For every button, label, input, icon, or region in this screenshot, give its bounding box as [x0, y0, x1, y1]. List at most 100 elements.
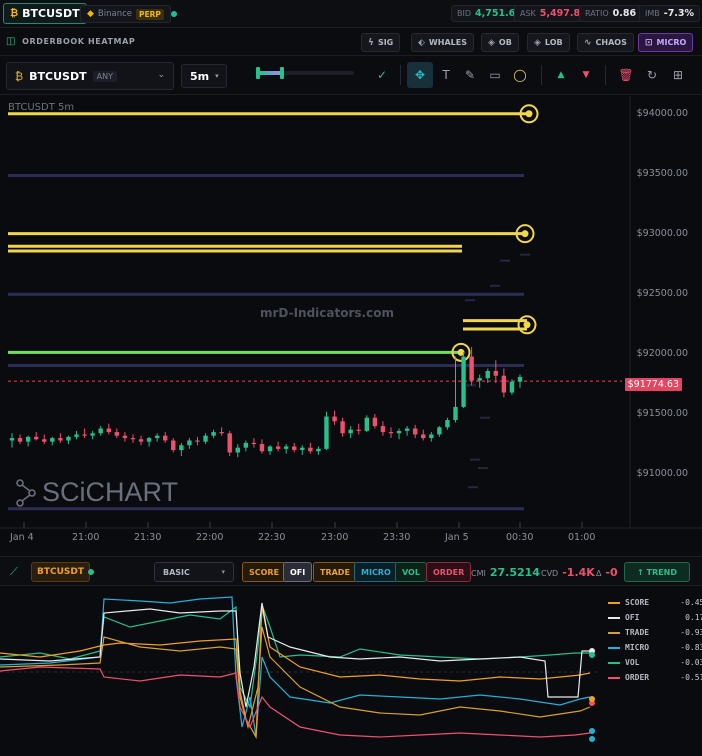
pen-icon[interactable]: ✎	[464, 68, 476, 82]
level-handle	[451, 342, 471, 362]
indicator-panel[interactable]: SCORE -0.4583 OFI 0.1776 TRADE -0.9343 MICR…	[0, 587, 702, 756]
candle-body	[493, 370, 499, 376]
chaos-button[interactable]: ∿ CHAOS	[577, 33, 634, 52]
candle-body	[356, 429, 361, 431]
chevron-down-icon: ▾	[215, 72, 219, 80]
arrow-down-icon[interactable]: ▼	[582, 70, 590, 80]
line-chart-icon: ⟋	[10, 565, 18, 578]
imbalance-quote: IMB -7.3%	[639, 5, 701, 22]
bid-value: 4,751.6	[475, 8, 516, 19]
price-tick-label: $92000.00	[636, 348, 688, 360]
indicator-symbol[interactable]: BTCUSDT	[31, 562, 91, 582]
symbol-chip[interactable]: ₿ BTCUSDT	[3, 3, 87, 24]
legend-name: SCORE	[625, 598, 650, 607]
candle-body	[74, 434, 79, 437]
candle-body	[437, 427, 442, 435]
candle-body	[33, 436, 39, 440]
opacity-slider[interactable]	[256, 67, 354, 79]
whales-button[interactable]: ⬖ WHALES	[411, 33, 474, 52]
price-chart[interactable]: BTCUSDT 5m mrD-Indicators.com SCiCHART $…	[0, 96, 702, 552]
legend-value: -0.8301	[680, 643, 702, 652]
level-handle-dot	[521, 230, 529, 238]
trade-line	[0, 626, 591, 730]
candle-body	[396, 430, 402, 434]
rectangle-icon[interactable]: ▭	[489, 68, 501, 82]
trade-toggle[interactable]: TRADE	[313, 562, 357, 582]
trend-badge[interactable]: ↑ TREND	[624, 562, 690, 582]
text-icon[interactable]: T	[442, 68, 450, 82]
micro-button[interactable]: ⊡ MICRO	[638, 33, 694, 52]
candle-body	[316, 448, 321, 452]
candle-body	[300, 447, 305, 451]
micro-label: MICRO	[656, 38, 687, 47]
candle-body	[421, 434, 426, 439]
timeframe-select[interactable]: 5m ▾	[181, 64, 227, 88]
series-end-marker	[589, 728, 595, 734]
candle-body	[98, 428, 103, 434]
order-toggle[interactable]: ORDER	[426, 562, 472, 582]
circle-icon[interactable]: ◯	[513, 68, 527, 82]
scichart-wordmark: SCiCHART	[42, 477, 179, 507]
candle-body	[130, 438, 136, 440]
candle-body	[485, 370, 490, 379]
price-tick-label: $93000.00	[636, 228, 688, 240]
candle-body	[445, 420, 450, 428]
slider-handle-right[interactable]	[280, 67, 284, 79]
exchange-badge[interactable]: ◆ Binance PERP	[80, 5, 171, 23]
micro-toggle[interactable]: MICRO	[354, 562, 398, 582]
candle-body	[146, 438, 152, 442]
legend-row-micro: MICRO -0.8301	[608, 640, 702, 655]
candle-body	[259, 444, 265, 452]
candle-body	[380, 426, 386, 433]
delta-value: -0	[605, 566, 618, 579]
screenshot-icon[interactable]: ⊞	[672, 68, 684, 82]
refresh-icon[interactable]: ↻	[646, 68, 658, 82]
ob-button[interactable]: ◈ OB	[481, 33, 519, 52]
arrow-up-icon[interactable]: ▲	[557, 70, 565, 80]
candle-body	[292, 446, 297, 451]
ofi-toggle[interactable]: OFI	[283, 562, 313, 582]
level-handle	[519, 104, 539, 124]
indicator-legend: SCORE -0.4583 OFI 0.1776 TRADE -0.9343 MICR…	[608, 595, 702, 685]
symbol-tag: ANY	[92, 70, 117, 82]
move-icon[interactable]: ✥	[407, 62, 433, 88]
delta-label: Δ	[596, 569, 602, 578]
mode-value: BASIC	[163, 567, 190, 577]
level-handle-dot	[523, 321, 531, 329]
current-price-tag: $91774.63	[624, 378, 682, 391]
trash-icon[interactable]: 🗑	[618, 68, 634, 82]
timeframe-value: 5m	[190, 69, 210, 83]
legend-swatch	[608, 661, 620, 664]
time-tick-label: Jan 5	[445, 532, 469, 543]
candle-body	[461, 356, 466, 407]
candle-body	[106, 428, 111, 433]
chart-title: BTCUSDT 5m	[8, 102, 75, 113]
layers-icon: ◈	[488, 37, 495, 48]
lob-button[interactable]: ◈ LOB	[527, 33, 570, 52]
chevron-down-icon: ⌄	[157, 70, 165, 80]
symbol-label: BTCUSDT	[22, 7, 80, 20]
sig-button[interactable]: ϟ SIG	[361, 33, 401, 52]
mode-select[interactable]: BASIC ▾	[154, 562, 234, 582]
cmi-label: CMI	[471, 569, 486, 578]
series-end-marker	[589, 652, 595, 658]
indicator-canvas[interactable]	[0, 587, 702, 756]
candle-body	[243, 442, 249, 448]
chart-canvas[interactable]	[0, 96, 702, 552]
slider-handle-left[interactable]	[256, 67, 260, 79]
vol-line	[0, 604, 590, 710]
candle-body	[324, 416, 329, 449]
candle-body	[267, 446, 273, 452]
check-circle-icon[interactable]: ✓	[376, 68, 388, 82]
divider	[541, 65, 542, 85]
symbol-select[interactable]: ₿ BTCUSDT ANY ⌄	[6, 62, 174, 90]
scichart-logo-icon	[16, 478, 36, 507]
candle-body	[340, 421, 345, 434]
cvd-label: CVD	[541, 569, 559, 578]
legend-name: OFI	[625, 613, 640, 622]
legend-name: TRADE	[625, 628, 650, 637]
vol-toggle[interactable]: VOL	[395, 562, 427, 582]
candle-body	[90, 433, 95, 436]
score-toggle[interactable]: SCORE	[242, 562, 287, 582]
time-tick-label: 00:30	[506, 532, 534, 543]
